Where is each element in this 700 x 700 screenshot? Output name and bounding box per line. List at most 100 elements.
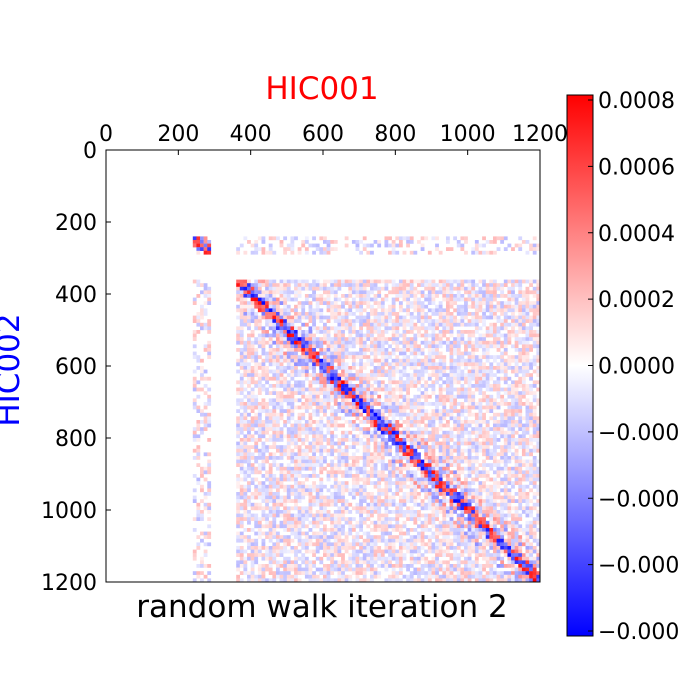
- heatmap-cell: [438, 301, 443, 305]
- heatmap-cell: [398, 470, 403, 475]
- heatmap-cell: [330, 495, 335, 500]
- heatmap-cell: [326, 416, 331, 421]
- heatmap-cell: [319, 448, 324, 453]
- heatmap-cell: [536, 448, 541, 453]
- heatmap-cell: [323, 448, 327, 453]
- heatmap-cell: [297, 398, 302, 403]
- heatmap-cell: [532, 322, 537, 327]
- heatmap-cell: [301, 484, 306, 489]
- heatmap-cell: [192, 398, 197, 403]
- heatmap-cell: [478, 380, 483, 385]
- heatmap-cell: [395, 420, 400, 424]
- heatmap-cell: [362, 355, 367, 359]
- heatmap-cell: [442, 326, 447, 331]
- heatmap-cell: [398, 380, 403, 385]
- heatmap-cell: [344, 243, 349, 248]
- heatmap-cell: [196, 394, 201, 399]
- heatmap-cell: [503, 380, 508, 385]
- heatmap-cell: [464, 448, 468, 453]
- heatmap-cell: [467, 394, 472, 399]
- heatmap-cell: [485, 348, 490, 352]
- heatmap-cell: [355, 405, 360, 410]
- heatmap-cell: [449, 294, 454, 298]
- heatmap-cell: [304, 315, 309, 320]
- heatmap-cell: [467, 351, 472, 356]
- heatmap-cell: [290, 322, 295, 327]
- heatmap-cell: [203, 391, 208, 395]
- heatmap-cell: [388, 463, 392, 467]
- heatmap-cell: [427, 416, 432, 421]
- heatmap-cell: [297, 452, 302, 457]
- heatmap-cell: [482, 319, 486, 323]
- heatmap-cell: [337, 499, 342, 503]
- heatmap-cell: [464, 481, 468, 485]
- heatmap-cell: [424, 402, 429, 406]
- heatmap-cell: [492, 481, 497, 485]
- heatmap-cell: [500, 376, 505, 381]
- heatmap-cell: [431, 373, 436, 377]
- heatmap-cell: [435, 470, 439, 475]
- heatmap-cell: [424, 488, 429, 493]
- heatmap-cell: [500, 477, 505, 482]
- heatmap-cell: [482, 380, 486, 385]
- heatmap-cell: [402, 495, 407, 500]
- heatmap-cell: [247, 430, 251, 435]
- heatmap-cell: [467, 391, 472, 395]
- heatmap-cell: [359, 517, 363, 521]
- heatmap-cell: [362, 474, 367, 478]
- heatmap-cell: [514, 322, 519, 327]
- heatmap-cell: [351, 434, 356, 439]
- heatmap-cell: [420, 319, 425, 323]
- heatmap-cell: [492, 492, 497, 496]
- heatmap-cell: [279, 513, 284, 518]
- heatmap-cell: [341, 279, 345, 284]
- heatmap-cell: [261, 333, 266, 338]
- heatmap-cell: [265, 492, 269, 496]
- heatmap-cell: [449, 427, 454, 431]
- heatmap-cell: [471, 351, 476, 356]
- heatmap-cell: [275, 466, 280, 471]
- heatmap-cell: [243, 517, 248, 521]
- heatmap-cell: [388, 380, 392, 385]
- heatmap-cell: [442, 416, 447, 421]
- heatmap-cell: [279, 322, 284, 327]
- heatmap-cell: [500, 326, 505, 331]
- heatmap-cell: [196, 463, 201, 467]
- heatmap-cell: [464, 340, 468, 345]
- heatmap-cell: [254, 294, 259, 298]
- heatmap-cell: [424, 470, 429, 475]
- heatmap-cell: [196, 517, 201, 521]
- heatmap-cell: [492, 448, 497, 453]
- heatmap-cell: [279, 481, 284, 485]
- heatmap-cell: [438, 477, 443, 482]
- heatmap-cell: [243, 373, 248, 377]
- heatmap-cell: [196, 243, 201, 248]
- heatmap-cell: [200, 488, 204, 493]
- heatmap-cell: [521, 477, 526, 482]
- heatmap-cell: [417, 312, 421, 316]
- heatmap-cell: [236, 250, 241, 255]
- heatmap-cell: [351, 373, 356, 377]
- heatmap-cell: [467, 441, 472, 446]
- heatmap-cell: [474, 517, 479, 521]
- heatmap-cell: [514, 448, 519, 453]
- heatmap-cell: [507, 384, 512, 388]
- heatmap-cell: [449, 510, 454, 514]
- heatmap-cell: [355, 362, 360, 367]
- heatmap-cell: [445, 481, 450, 485]
- heatmap-cell: [503, 402, 508, 406]
- heatmap-cell: [500, 304, 505, 309]
- heatmap-cell: [261, 348, 266, 352]
- heatmap-cell: [312, 441, 316, 446]
- heatmap-cell: [272, 409, 277, 413]
- heatmap-cell: [529, 326, 533, 331]
- heatmap-cell: [518, 513, 523, 518]
- heatmap-cell: [304, 430, 309, 435]
- heatmap-cell: [507, 333, 512, 338]
- heatmap-cell: [344, 499, 349, 503]
- heatmap-cell: [319, 499, 324, 503]
- heatmap-cell: [388, 448, 392, 453]
- heatmap-cell: [388, 312, 392, 316]
- heatmap-cell: [474, 492, 479, 496]
- heatmap-cell: [355, 438, 360, 442]
